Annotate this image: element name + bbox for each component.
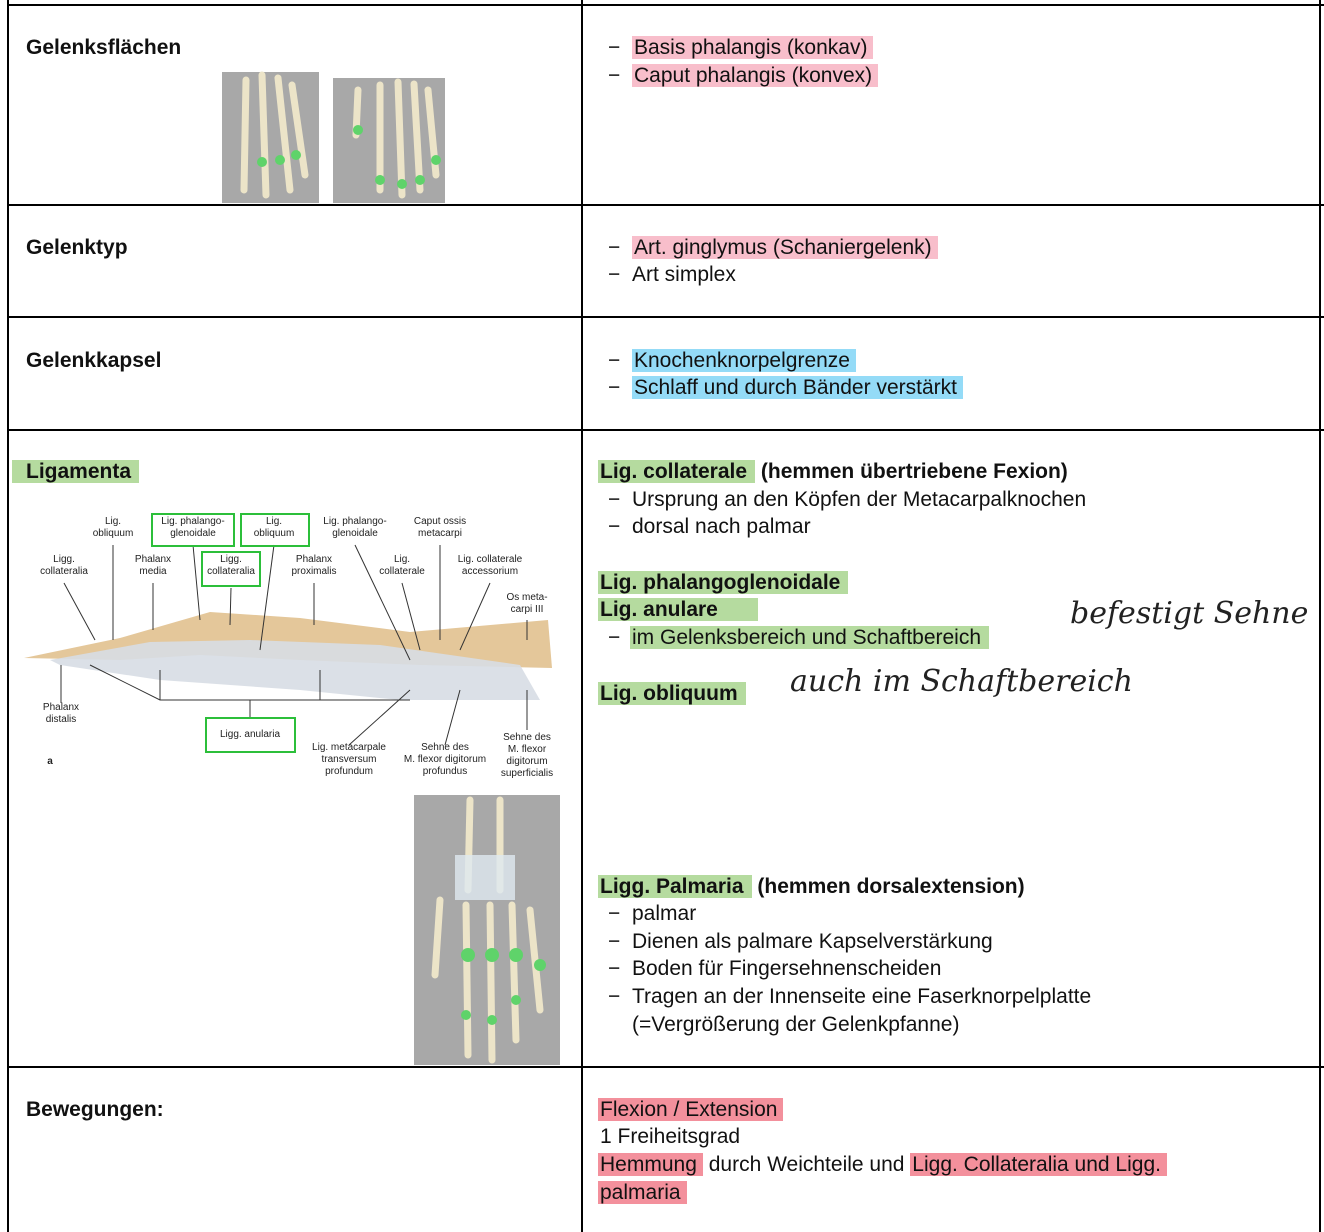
figure-label: superficialis: [501, 768, 553, 779]
figure-label: glenoidale: [170, 528, 216, 539]
figure-label: distalis: [46, 714, 77, 725]
heading: Lig. obliquum: [598, 682, 746, 705]
row-label: Bewegungen:: [26, 1098, 164, 1121]
figure-label: Lig. metacarpale: [312, 742, 386, 753]
item: Schlaff und durch Bänder verstärkt: [632, 376, 963, 399]
line: Hemmung: [598, 1153, 703, 1176]
line: 1 Freiheitsgrad: [600, 1125, 741, 1148]
row-label: Gelenksflächen: [26, 36, 182, 59]
figure-label: Lig. collaterale: [458, 554, 523, 565]
figure-label: M. flexor: [508, 744, 547, 755]
heading: Ligg. Palmaria: [598, 875, 752, 898]
figure-label: glenoidale: [332, 528, 378, 539]
line: Ligg. Collateralia und Ligg.: [910, 1153, 1167, 1176]
row-label: Gelenktyp: [26, 236, 128, 259]
figure-label: Lig.: [105, 516, 121, 527]
rule: [8, 429, 1324, 431]
figure-label: media: [139, 566, 167, 577]
figure-label: accessorium: [462, 566, 518, 577]
figure-label: profundus: [423, 766, 467, 777]
figure-label: obliquum: [93, 528, 134, 539]
item: palmar: [608, 901, 696, 927]
figure-label: collaterale: [379, 566, 425, 577]
figure-label: Lig.: [266, 516, 282, 527]
figure-label: a: [47, 756, 53, 767]
item: Boden für Fingersehnenscheiden: [608, 956, 941, 982]
item: (=Vergrößerung der Gelenkpfanne): [632, 1013, 960, 1036]
note: (hemmen übertriebene Fexion): [760, 460, 1068, 483]
item: im Gelenksbereich und Schaftbereich: [630, 626, 990, 649]
figure-label: Ligg.: [220, 554, 242, 565]
rule: [581, 0, 583, 1232]
item: Basis phalangis (konkav): [632, 36, 874, 59]
item: Knochenknorpelgrenze: [632, 349, 856, 372]
rule: [8, 316, 1324, 318]
figure-label: Ligg.: [53, 554, 75, 565]
figure-label: profundum: [325, 766, 373, 777]
figure-label: Caput ossis: [414, 516, 466, 527]
figure-label: Ligg. anularia: [220, 729, 280, 740]
figure-label: Lig. phalango-: [323, 516, 386, 527]
figure-label: Phalanx: [135, 554, 171, 565]
heading: Lig. collaterale: [598, 460, 756, 483]
handwritten: befestigt Sehne: [1070, 596, 1309, 631]
item: Caput phalangis (konvex): [632, 64, 879, 87]
figure-label: M. flexor digitorum: [404, 754, 486, 765]
heading: Lig. phalangoglenoidale: [598, 571, 849, 594]
rule: [7, 0, 9, 1232]
figure-label: Lig.: [394, 554, 410, 565]
figure-label: metacarpi: [418, 528, 462, 539]
handwritten: auch im Schaftbereich: [790, 664, 1133, 699]
item: Art. ginglymus (Schaniergelenk): [632, 236, 938, 259]
row-label: Gelenkkapsel: [26, 349, 162, 372]
rule: [1319, 0, 1321, 1232]
item: Dienen als palmare Kapselverstärkung: [608, 929, 993, 955]
line: Flexion / Extension: [598, 1098, 784, 1121]
figure-label: carpi III: [511, 604, 544, 615]
figure-label: collateralia: [207, 566, 255, 577]
figure-label: Sehne des: [503, 732, 551, 743]
figure-label: Os meta-: [506, 592, 547, 603]
item: Art simplex: [608, 262, 736, 288]
figure-label: Phalanx: [43, 702, 79, 713]
note: (hemmen dorsalextension): [757, 875, 1025, 898]
figure-label: obliquum: [254, 528, 295, 539]
line: palmaria: [598, 1181, 687, 1204]
rule: [8, 4, 1324, 6]
item: dorsal nach palmar: [608, 514, 811, 540]
rule: [8, 204, 1324, 206]
figure-label: collateralia: [40, 566, 88, 577]
figure-label: proximalis: [291, 566, 336, 577]
item: Ursprung an den Köpfen der Metacarpalkno…: [608, 487, 1086, 513]
figure-label: Sehne des: [421, 742, 469, 753]
figure-label: Phalanx: [296, 554, 332, 565]
row-label: Ligamenta: [12, 460, 140, 483]
figure-label: transversum: [321, 754, 376, 765]
figure-label: digitorum: [506, 756, 547, 767]
hand-image: [222, 71, 560, 1065]
heading: Lig. anulare: [598, 598, 758, 621]
line: durch Weichteile und: [708, 1153, 905, 1176]
item: Tragen an der Innenseite eine Faserknorp…: [608, 984, 1091, 1010]
figure-label: Lig. phalango-: [161, 516, 224, 527]
rule: [8, 1066, 1324, 1068]
